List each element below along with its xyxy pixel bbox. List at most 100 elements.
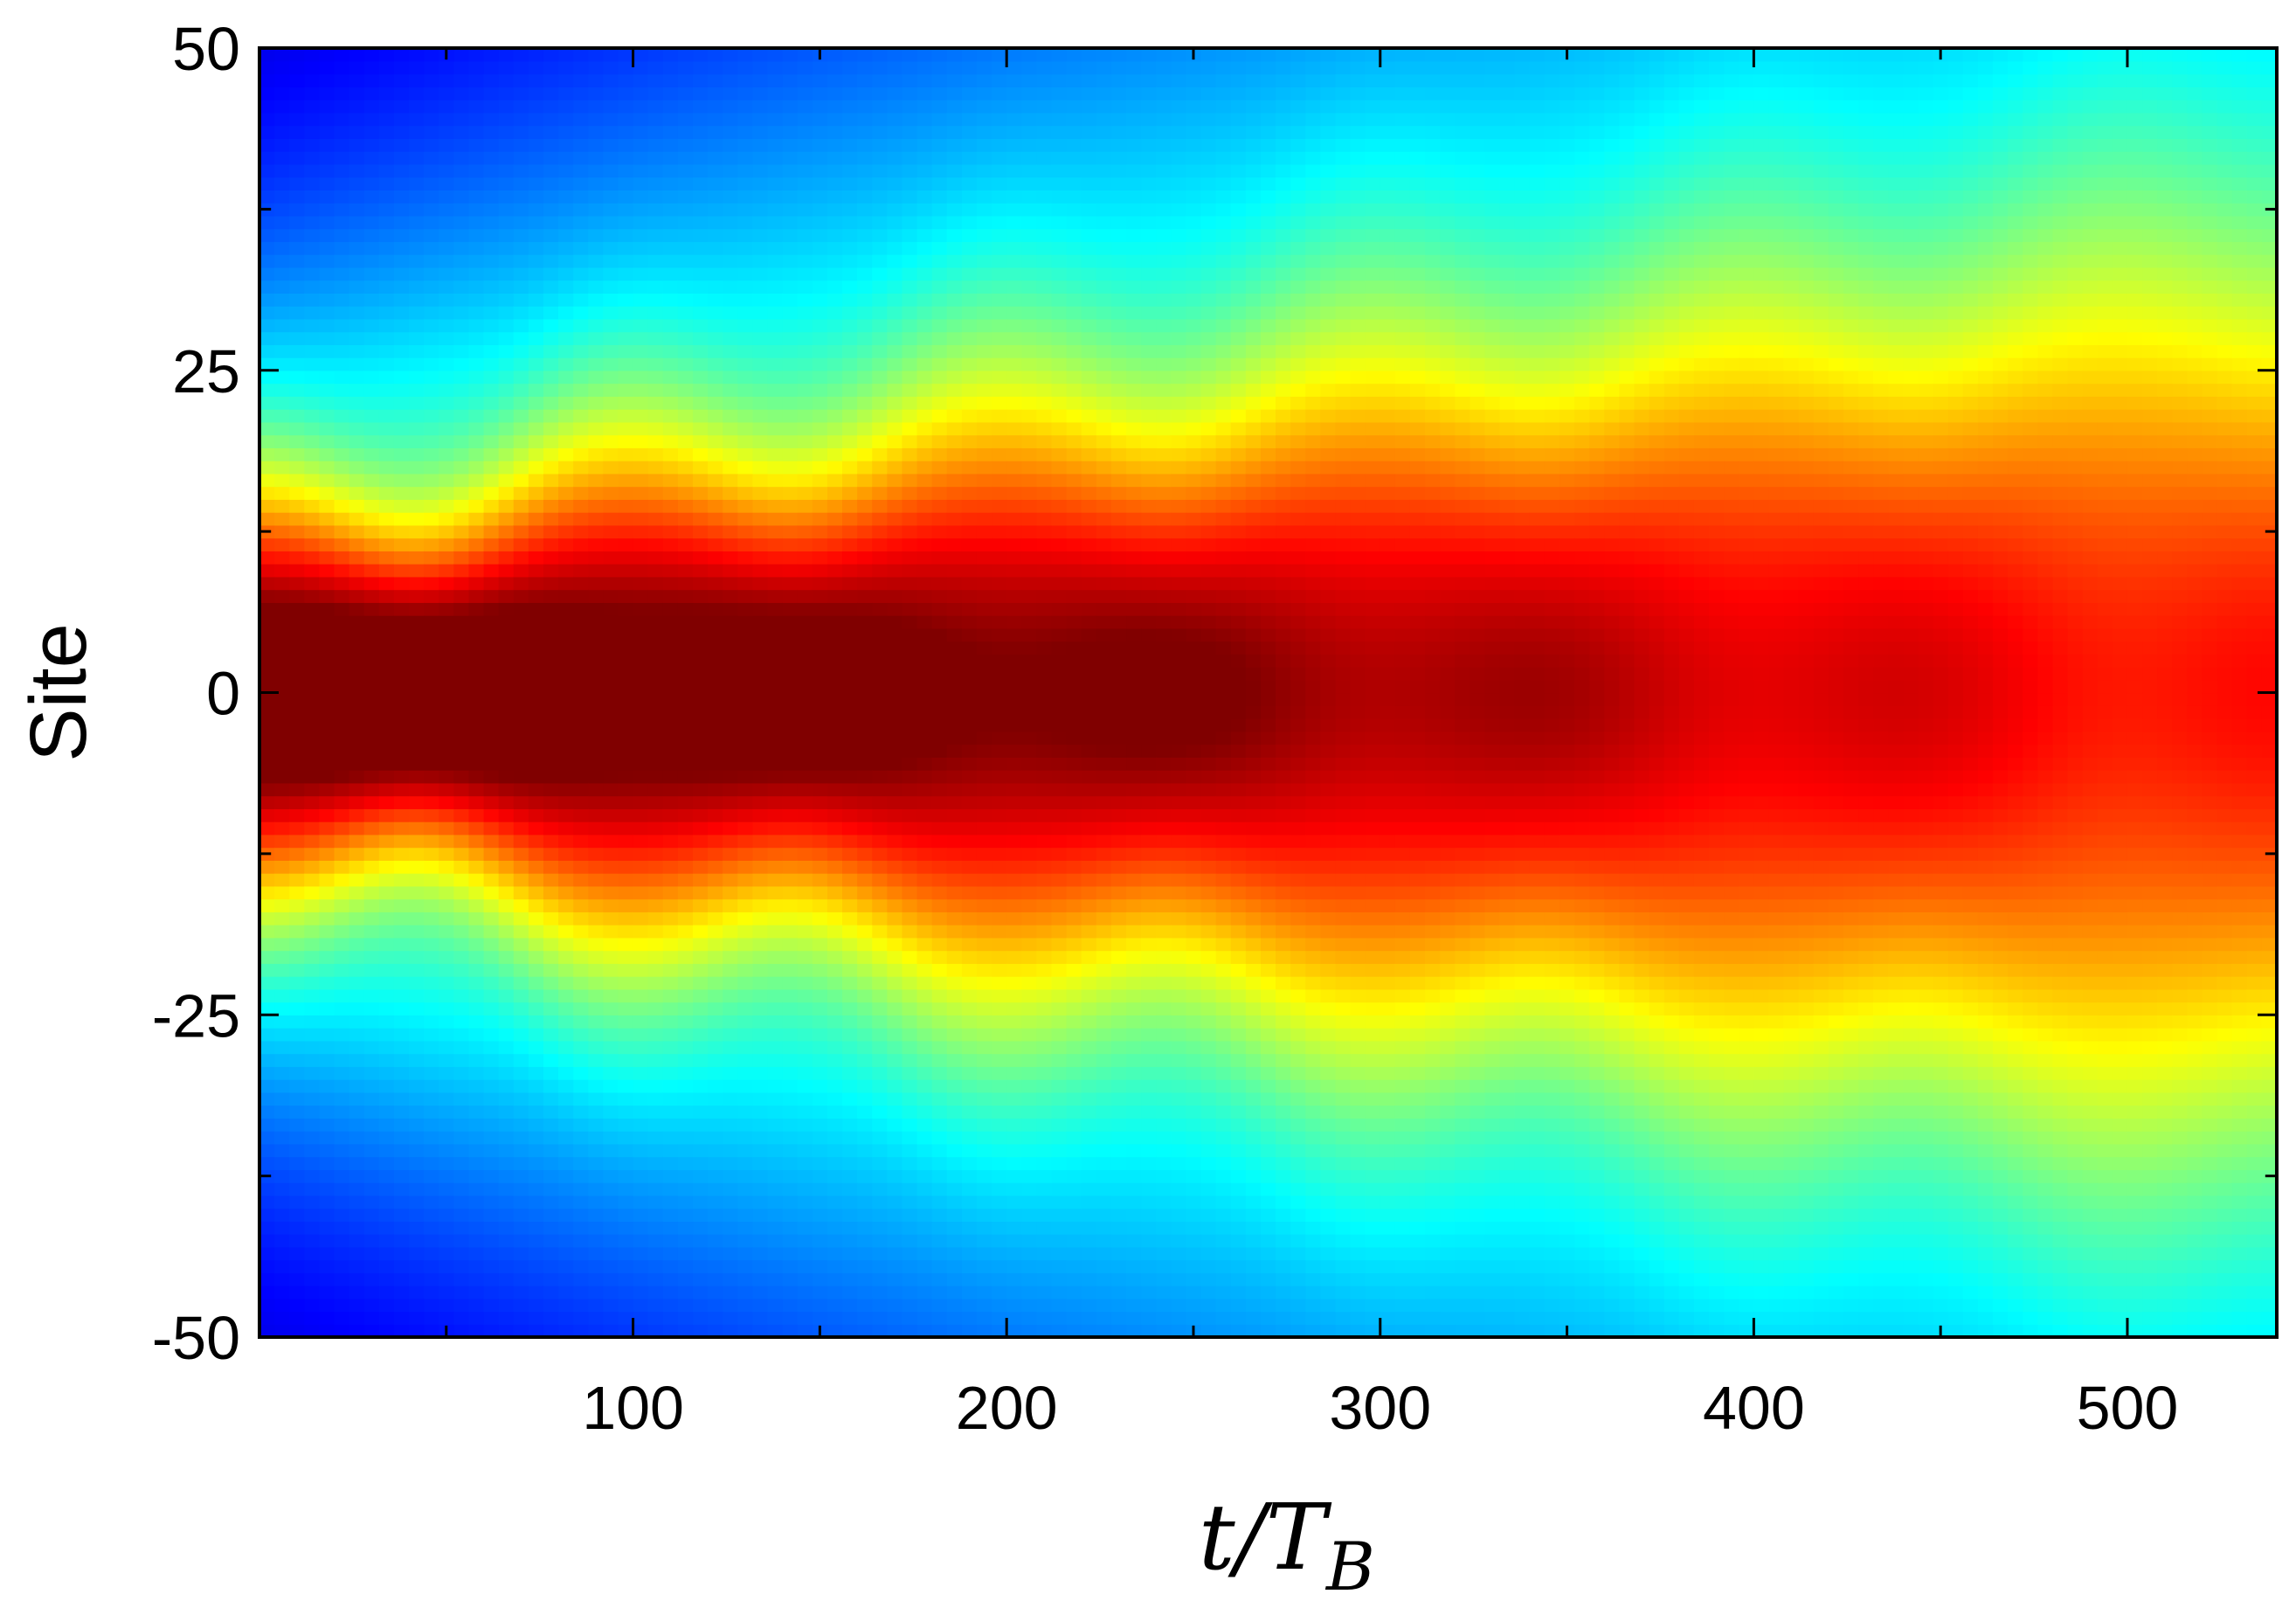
- heatmap-cell: [543, 60, 559, 75]
- heatmap-cell: [647, 138, 664, 152]
- heatmap-cell: [439, 795, 455, 809]
- heatmap-cell: [946, 125, 963, 139]
- heatmap-cell: [767, 1195, 784, 1209]
- heatmap-cell: [468, 1053, 485, 1067]
- heatmap-cell: [737, 473, 754, 488]
- heatmap-cell: [916, 512, 933, 526]
- heatmap-cell: [931, 1066, 948, 1080]
- heatmap-cell: [468, 1143, 485, 1158]
- heatmap-cell: [349, 1066, 365, 1080]
- heatmap-cell: [633, 1311, 649, 1325]
- heatmap-cell: [902, 1040, 918, 1055]
- heatmap-cell: [872, 976, 889, 990]
- heatmap-cell: [826, 1182, 843, 1196]
- heatmap-cell: [274, 1246, 290, 1261]
- heatmap-cell: [603, 744, 619, 758]
- heatmap-cell: [573, 847, 589, 861]
- heatmap-cell: [409, 1092, 425, 1106]
- heatmap-cell: [334, 1234, 350, 1248]
- heatmap-cell: [424, 808, 439, 822]
- heatmap-cell: [274, 898, 290, 912]
- heatmap-cell: [708, 963, 723, 977]
- heatmap-cell: [737, 1092, 754, 1106]
- heatmap-cell: [483, 937, 500, 952]
- heatmap-cell: [468, 138, 485, 152]
- heatmap-cell: [857, 1066, 873, 1080]
- heatmap-cell: [304, 1015, 321, 1029]
- heatmap-cell: [378, 370, 395, 385]
- heatmap-cell: [976, 318, 992, 333]
- heatmap-cell: [289, 177, 306, 191]
- heatmap-cell: [902, 963, 918, 977]
- heatmap-cell: [812, 203, 828, 217]
- heatmap-cell: [662, 1028, 679, 1042]
- heatmap-cell: [439, 1182, 455, 1196]
- heatmap-cell: [797, 48, 813, 62]
- heatmap-cell: [812, 473, 828, 488]
- heatmap-cell: [378, 834, 395, 849]
- heatmap-cell: [797, 551, 813, 565]
- heatmap-cell: [857, 125, 873, 139]
- heatmap-cell: [931, 473, 948, 488]
- heatmap-cell: [737, 1131, 754, 1145]
- heatmap-cell: [304, 512, 321, 526]
- heatmap-cell: [902, 898, 918, 912]
- heatmap-cell: [887, 885, 903, 900]
- heatmap-cell: [363, 1118, 380, 1132]
- heatmap-cell: [603, 1015, 619, 1029]
- heatmap-cell: [453, 1053, 470, 1067]
- heatmap-cell: [797, 138, 813, 152]
- heatmap-cell: [797, 1092, 813, 1106]
- heatmap-cell: [528, 963, 544, 977]
- heatmap-cell: [737, 1040, 754, 1055]
- heatmap-cell: [349, 190, 365, 204]
- heatmap-cell: [842, 190, 858, 204]
- heatmap-cell: [349, 87, 365, 100]
- heatmap-cell: [767, 1002, 784, 1015]
- heatmap-cell: [872, 1092, 889, 1106]
- heatmap-cell: [633, 615, 649, 629]
- heatmap-cell: [887, 602, 903, 616]
- heatmap-cell: [543, 1259, 559, 1273]
- heatmap-cell: [782, 911, 799, 925]
- heatmap-cell: [513, 1066, 529, 1080]
- heatmap-cell: [498, 1053, 515, 1067]
- heatmap-cell: [363, 344, 380, 358]
- heatmap-cell: [647, 190, 664, 204]
- heatmap-cell: [677, 885, 694, 900]
- heatmap-cell: [453, 1143, 470, 1158]
- heatmap-cell: [468, 1234, 485, 1248]
- heatmap-cell: [513, 705, 529, 719]
- heatmap-cell: [976, 1272, 992, 1286]
- heatmap-cell: [259, 641, 275, 655]
- heatmap-cell: [677, 860, 694, 874]
- heatmap-cell: [573, 795, 589, 809]
- heatmap-cell: [259, 138, 275, 152]
- heatmap-cell: [528, 486, 544, 500]
- heatmap-cell: [409, 950, 425, 964]
- heatmap-cell: [349, 911, 365, 925]
- heatmap-cell: [274, 654, 290, 668]
- heatmap-cell: [603, 370, 619, 385]
- heatmap-cell: [946, 1002, 963, 1015]
- heatmap-cell: [992, 1234, 1007, 1248]
- heatmap-cell: [334, 1221, 350, 1235]
- heatmap-cell: [677, 344, 694, 358]
- heatmap-cell: [558, 1079, 574, 1093]
- heatmap-cell: [453, 383, 470, 397]
- heatmap-cell: [842, 112, 858, 127]
- heatmap-cell: [767, 564, 784, 578]
- heatmap-cell: [708, 1272, 723, 1286]
- heatmap-cell: [439, 306, 455, 320]
- heatmap-cell: [708, 293, 723, 307]
- heatmap-cell: [304, 1311, 321, 1325]
- heatmap-cell: [573, 950, 589, 964]
- heatmap-cell: [902, 847, 918, 861]
- heatmap-cell: [319, 318, 335, 333]
- heatmap-cell: [708, 331, 723, 345]
- heatmap-cell: [782, 782, 799, 797]
- heatmap-cell: [931, 1028, 948, 1042]
- heatmap-cell: [498, 306, 515, 320]
- heatmap-cell: [513, 190, 529, 204]
- heatmap-cell: [573, 73, 589, 87]
